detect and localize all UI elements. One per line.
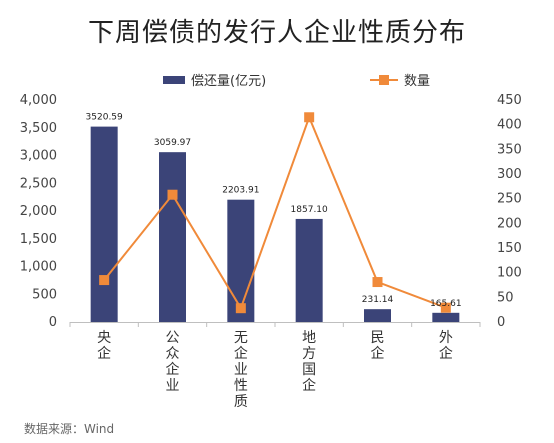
line-marker-2 [167, 189, 178, 200]
bar-3 [227, 199, 255, 322]
line-marker-4 [304, 112, 315, 123]
category-label-2: 公众企业 [166, 330, 180, 394]
category-label-6: 外企 [439, 330, 453, 362]
legend-line-swatch [370, 74, 398, 86]
data-source: 数据来源：Wind [24, 422, 115, 436]
bar-data-label-3: 2203.91 [222, 186, 259, 196]
legend-item-bar: 偿还量(亿元) [163, 70, 266, 89]
left-axis-tick-label: 2,500 [20, 176, 57, 191]
legend: 偿还量(亿元) 数量 [0, 70, 554, 89]
right-axis-tick-label: 450 [497, 93, 522, 108]
right-axis-tick-label: 250 [497, 192, 522, 207]
legend-item-line: 数量 [370, 70, 430, 89]
bar-data-label-6: 165.61 [430, 299, 462, 309]
bar-data-label-5: 231.14 [362, 295, 394, 305]
left-axis-tick-label: 3,500 [20, 121, 57, 136]
bar-5 [364, 309, 391, 322]
bar-data-label-1: 3520.59 [86, 113, 123, 123]
chart-title: 下周偿债的发行人企业性质分布 [87, 18, 466, 48]
left-axis-tick-label: 1,000 [20, 260, 57, 275]
left-axis-tick-label: 500 [32, 287, 57, 302]
left-axis-tick-label: 4,000 [20, 93, 57, 108]
category-label-4: 地方国企 [302, 330, 316, 394]
line-marker-1 [99, 275, 110, 286]
right-axis-tick-label: 100 [497, 266, 522, 281]
right-axis-tick-label: 200 [497, 216, 522, 231]
bar-6 [432, 312, 460, 322]
bar-data-label-2: 3059.97 [154, 138, 191, 148]
legend-line-label: 数量 [404, 74, 431, 89]
line-marker-3 [235, 303, 246, 314]
line-marker-6 [440, 302, 451, 313]
bar-4 [295, 218, 323, 322]
left-axis-tick-label: 1,500 [20, 232, 57, 247]
right-axis-tick-label: 0 [497, 315, 505, 330]
bar-data-label-4: 1857.10 [291, 205, 328, 215]
legend-bar-swatch [163, 75, 185, 84]
right-axis-tick-label: 350 [497, 142, 522, 157]
line-marker-5 [372, 277, 383, 288]
left-axis-tick-label: 3,000 [20, 149, 57, 164]
line-series-count [103, 114, 447, 311]
right-axis-tick-label: 50 [497, 290, 514, 305]
legend-bar-label: 偿还量(亿元) [191, 74, 267, 89]
right-axis-tick-label: 400 [497, 118, 522, 133]
right-axis-tick-label: 300 [497, 167, 522, 182]
left-axis-tick-label: 0 [49, 315, 57, 330]
right-axis-tick-label: 150 [497, 241, 522, 256]
bar-1 [90, 126, 118, 322]
left-axis-tick-label: 2,000 [20, 204, 57, 219]
category-label-1: 央企 [97, 330, 111, 362]
category-label-3: 无企业性质 [234, 330, 248, 410]
bar-2 [159, 152, 186, 322]
category-label-5: 民企 [371, 330, 385, 362]
